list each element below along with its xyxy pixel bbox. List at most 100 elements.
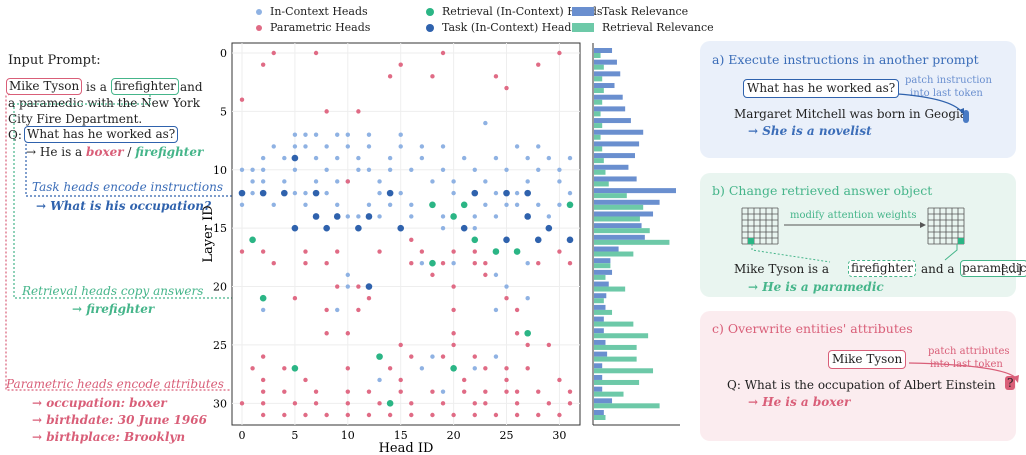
panel-a-question-box: What has he worked as? xyxy=(743,79,900,98)
in-context-head-point xyxy=(440,144,446,149)
in-context-head-point xyxy=(260,167,266,172)
retrieval-relevance-bar xyxy=(594,415,606,420)
in-context-head-point xyxy=(409,167,414,172)
panel-b-note: modify attention weights xyxy=(790,210,917,221)
in-context-head-point xyxy=(356,214,361,219)
legend-task: Task (In-Context) Heads xyxy=(426,21,577,34)
parametric-head-point xyxy=(271,50,276,56)
x-axis-label: Head ID xyxy=(379,441,434,455)
parametric-head-point xyxy=(430,412,435,418)
in-context-head-point xyxy=(536,144,541,149)
parametric-head-point xyxy=(525,366,530,371)
task-relevance-bar xyxy=(594,281,609,287)
retrieval-relevance-bar xyxy=(594,251,634,257)
retrieval-relevance-bar xyxy=(594,123,603,129)
parametric-head-point xyxy=(271,260,276,266)
task-relevance-bar xyxy=(594,398,613,404)
parametric-head-point xyxy=(239,401,245,406)
panel-b-title: b) Change retrieved answer object xyxy=(712,183,933,198)
relevance-bar-chart xyxy=(592,43,680,426)
in-context-head-point xyxy=(282,179,287,184)
in-context-head-point xyxy=(472,167,477,172)
in-context-head-point xyxy=(451,260,456,266)
in-context-head-point xyxy=(250,190,255,196)
in-context-head-point xyxy=(567,155,573,161)
panel-b-word-firefighter: firefighter xyxy=(848,260,916,277)
parametric-head-point xyxy=(356,284,361,289)
parametric-head-point xyxy=(461,389,467,394)
parametric-head-point xyxy=(461,377,467,383)
parametric-head-point xyxy=(440,401,446,406)
attention-grid-after xyxy=(927,207,965,245)
parametric-head-point xyxy=(493,412,499,418)
panel-c-note-1: patch attributes xyxy=(928,346,1010,357)
parametric-head-point xyxy=(430,389,435,394)
retrieval-head-point xyxy=(249,236,256,244)
parametric-head-point xyxy=(504,366,509,371)
in-context-head-point xyxy=(303,132,308,137)
retrieval-head-point xyxy=(524,329,531,337)
parametric-head-point xyxy=(472,260,477,266)
parametric-head-point xyxy=(419,249,425,254)
plot-area xyxy=(231,42,581,426)
retrieval-relevance-bar xyxy=(594,146,603,152)
answer-prefix: → He is a xyxy=(26,145,83,159)
parametric-head-point xyxy=(292,296,298,301)
legend-task-marker xyxy=(426,23,434,32)
attention-highlight-cell xyxy=(748,238,754,244)
task-relevance-bar xyxy=(594,363,603,369)
in-context-head-point xyxy=(324,190,329,196)
parametric-head-point xyxy=(387,412,393,418)
in-context-head-point xyxy=(493,155,499,161)
in-context-head-point xyxy=(504,167,509,172)
retrieval-head-point xyxy=(386,400,394,407)
parametric-head-point xyxy=(409,412,414,418)
in-context-head-point xyxy=(430,354,435,359)
parametric-head-point xyxy=(282,389,287,394)
panel-b-sentence-1: Mike Tyson is a xyxy=(734,262,829,276)
task-head-point xyxy=(534,236,542,244)
in-context-head-point xyxy=(335,155,340,161)
panel-a xyxy=(700,41,1016,158)
parametric-head-point xyxy=(356,109,361,114)
in-context-head-point xyxy=(440,214,446,219)
retrieval-relevance-bar xyxy=(594,158,604,164)
in-context-head-point xyxy=(345,132,351,137)
retrieval-head-point xyxy=(450,213,457,220)
in-context-head-point xyxy=(239,167,245,172)
legend-parametric: Parametric Heads xyxy=(256,21,370,34)
parametric-head-point xyxy=(514,401,520,406)
parametric-head-point xyxy=(451,284,456,289)
parametric-head-point xyxy=(324,260,329,266)
retrieval-relevance-bar xyxy=(594,344,637,350)
parametric-head-point xyxy=(387,366,393,371)
y-tick-label: 30 xyxy=(213,397,227,410)
task-relevance-bar xyxy=(594,59,617,65)
in-context-head-point xyxy=(335,179,340,184)
in-context-head-point xyxy=(377,179,382,184)
retrieval-relevance-bar xyxy=(594,64,604,70)
parametric-head-point xyxy=(387,74,393,79)
in-context-head-point xyxy=(335,202,340,208)
parametric-head-point xyxy=(260,412,266,418)
in-context-head-point xyxy=(292,167,298,172)
parametric-head-point xyxy=(239,249,245,254)
in-context-head-point xyxy=(440,225,446,231)
panel-c-title: c) Overwrite entities' attributes xyxy=(712,321,913,336)
in-context-head-point xyxy=(292,132,298,137)
attention-highlight-cell xyxy=(958,238,964,244)
attribute-birthplace: → birthplace: Brooklyn xyxy=(32,430,186,444)
in-context-head-point xyxy=(483,202,488,208)
task-relevance-bar xyxy=(594,199,660,205)
answer-slash: / xyxy=(127,145,132,159)
task-head-point xyxy=(323,224,330,232)
parametric-head-point xyxy=(472,354,477,359)
parametric-head-point xyxy=(398,377,403,383)
legend-retrieval-relevance: Retrieval Relevance xyxy=(572,21,714,34)
in-context-head-point xyxy=(260,307,266,313)
task-head-point xyxy=(503,236,510,244)
parametric-head-point xyxy=(451,331,456,336)
parametric-head-point xyxy=(557,50,562,56)
parametric-head-point xyxy=(377,401,382,406)
relevance-bars xyxy=(594,48,676,420)
